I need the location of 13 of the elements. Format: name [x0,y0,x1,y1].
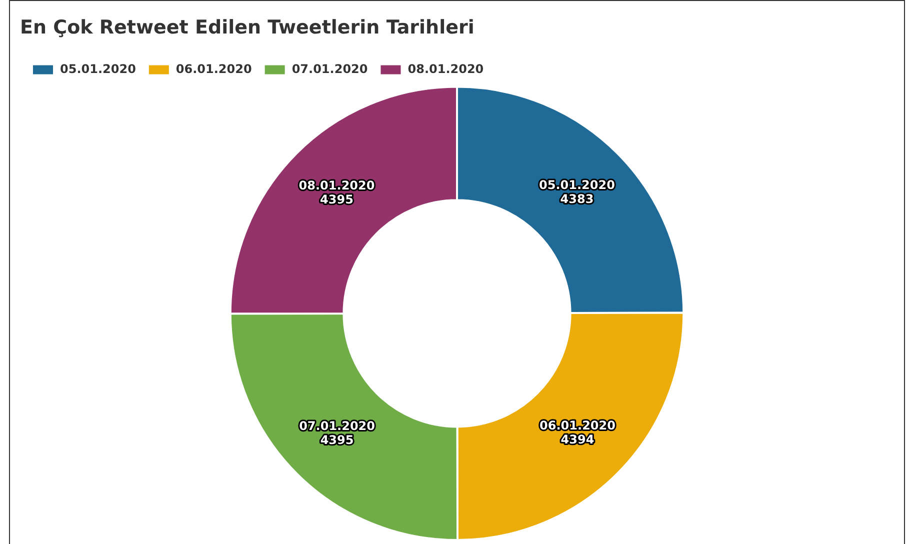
legend-label: 07.01.2020 [292,62,368,76]
chart-title: En Çok Retweet Edilen Tweetlerin Tarihleri [20,16,474,38]
data-label: 4395 [320,192,354,206]
data-label: 4383 [560,192,594,206]
slice-label: 06.01.2020 [540,418,616,432]
data-label: 4395 [320,432,354,447]
slice-label: 05.01.2020 [539,178,615,192]
legend-label: 06.01.2020 [176,62,252,76]
slice-label: 08.01.2020 [298,178,375,192]
legend-label: 05.01.2020 [60,62,136,76]
slice-label: 07.01.2020 [299,418,375,433]
data-label: 4394 [560,432,594,446]
legend-label: 08.01.2020 [408,62,484,76]
